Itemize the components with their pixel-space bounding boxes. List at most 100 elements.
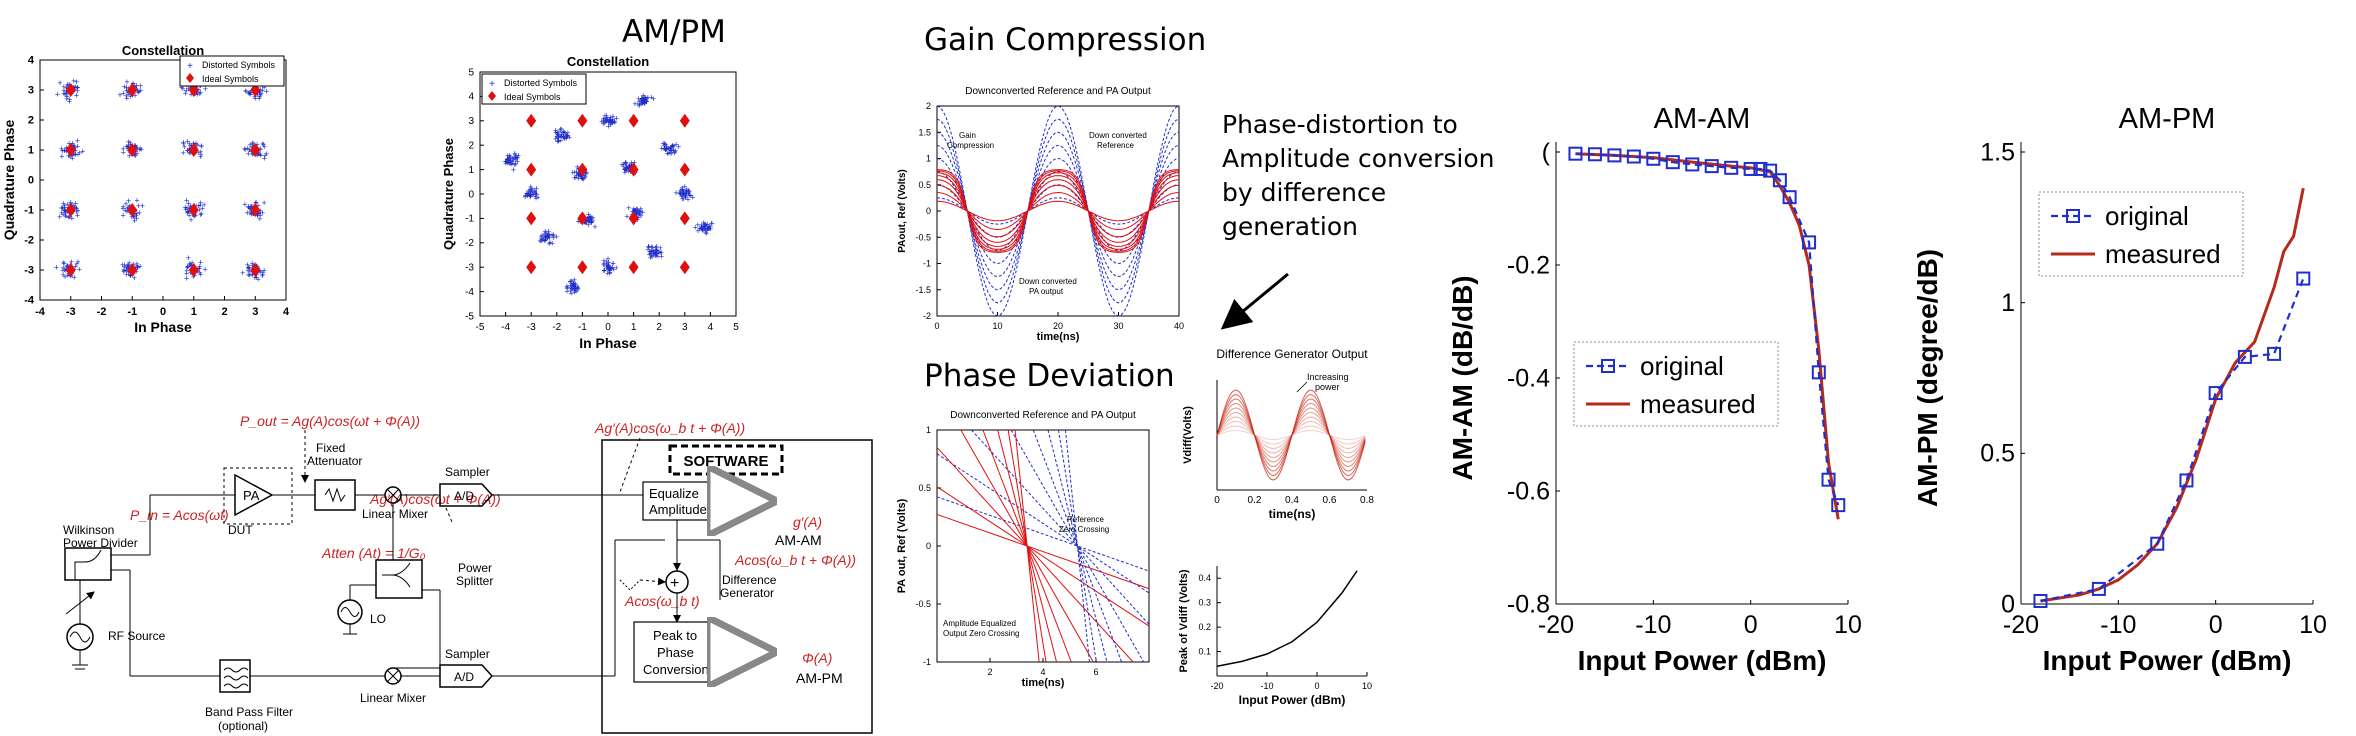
distorted-symbol: + bbox=[685, 194, 690, 204]
distorted-symbol: + bbox=[571, 278, 576, 288]
y-tick-label: 0 bbox=[468, 189, 474, 200]
distorted-symbol: + bbox=[71, 149, 76, 159]
distorted-symbol: + bbox=[73, 150, 78, 160]
distorted-symbol: + bbox=[63, 212, 68, 222]
distorted-symbol: + bbox=[601, 266, 606, 276]
distorted-symbol: + bbox=[605, 260, 610, 270]
distorted-symbol: + bbox=[604, 263, 609, 273]
original-marker bbox=[1646, 151, 1661, 166]
distorted-symbol: + bbox=[670, 141, 675, 151]
distorted-symbol: + bbox=[505, 151, 510, 161]
distorted-symbol: + bbox=[681, 187, 686, 197]
ideal-symbol bbox=[188, 263, 199, 277]
distorted-symbol: + bbox=[654, 249, 659, 259]
x-tick-label: 3 bbox=[682, 322, 688, 333]
distorted-symbol: + bbox=[133, 142, 138, 152]
ideal-symbol bbox=[526, 260, 537, 275]
distorted-symbol: + bbox=[681, 189, 686, 199]
distorted-symbol: + bbox=[70, 154, 75, 164]
distorted-symbol: + bbox=[625, 163, 630, 173]
distorted-symbol: + bbox=[534, 183, 539, 193]
distorted-symbol: + bbox=[529, 184, 534, 194]
distorted-symbol: + bbox=[196, 148, 201, 158]
distorted-symbol: + bbox=[503, 157, 508, 167]
distorted-symbol: + bbox=[684, 185, 689, 195]
distorted-symbol: + bbox=[678, 188, 683, 198]
distorted-symbol: + bbox=[607, 268, 612, 278]
sampler-top-label: Sampler bbox=[445, 465, 490, 479]
distorted-symbol: + bbox=[185, 146, 190, 156]
distorted-symbol: + bbox=[134, 211, 139, 221]
distorted-symbol: + bbox=[654, 248, 659, 258]
distorted-symbol: + bbox=[126, 196, 131, 206]
original-marker bbox=[2091, 581, 2106, 596]
distorted-symbol: + bbox=[256, 149, 261, 159]
distorted-symbol: + bbox=[665, 149, 670, 159]
distorted-symbol: + bbox=[668, 143, 673, 153]
distorted-symbol: + bbox=[253, 198, 258, 208]
distorted-symbol: + bbox=[568, 283, 573, 293]
distorted-symbol: + bbox=[525, 189, 530, 199]
distorted-symbol: + bbox=[646, 241, 651, 251]
distorted-symbol: + bbox=[258, 90, 263, 100]
distorted-symbol: + bbox=[532, 186, 537, 196]
distorted-symbol: + bbox=[547, 237, 552, 247]
distorted-symbol: + bbox=[123, 199, 128, 209]
distorted-symbol: + bbox=[67, 95, 72, 105]
distorted-symbol: + bbox=[194, 88, 199, 98]
diffgen-label-2: Generator bbox=[720, 586, 774, 600]
distorted-symbol: + bbox=[561, 132, 566, 142]
x-tick-label: -4 bbox=[501, 322, 510, 333]
distorted-symbol: + bbox=[202, 264, 207, 274]
distorted-symbol: + bbox=[199, 209, 204, 219]
x-tick-label: 10 bbox=[1362, 681, 1372, 691]
original-marker bbox=[1763, 163, 1778, 178]
distorted-symbol: + bbox=[636, 206, 641, 216]
distorted-symbol: + bbox=[576, 169, 581, 179]
distorted-symbol: + bbox=[569, 279, 574, 289]
distorted-symbol: + bbox=[183, 89, 188, 99]
distorted-symbol: + bbox=[654, 241, 659, 251]
distorted-symbol: + bbox=[197, 261, 202, 271]
distorted-symbol: + bbox=[260, 271, 265, 281]
ideal-symbol bbox=[250, 203, 261, 217]
distorted-symbol: + bbox=[185, 208, 190, 218]
distorted-symbol: + bbox=[249, 202, 254, 212]
distorted-symbol: + bbox=[71, 201, 76, 211]
distorted-symbol: + bbox=[610, 259, 615, 269]
distorted-symbol: + bbox=[576, 284, 581, 294]
distorted-symbol: + bbox=[606, 264, 611, 274]
distorted-symbol: + bbox=[131, 149, 136, 159]
distorted-symbol: + bbox=[624, 211, 629, 221]
distorted-symbol: + bbox=[644, 96, 649, 106]
distorted-symbol: + bbox=[70, 139, 75, 149]
distorted-symbol: + bbox=[254, 139, 259, 149]
distorted-symbol: + bbox=[632, 158, 637, 168]
distorted-symbol: + bbox=[138, 85, 143, 95]
distorted-symbol: + bbox=[636, 212, 641, 222]
distorted-symbol: + bbox=[610, 116, 615, 126]
distorted-symbol: + bbox=[623, 165, 628, 175]
distorted-symbol: + bbox=[653, 249, 658, 259]
distorted-symbol: + bbox=[59, 208, 64, 218]
distorted-symbol: + bbox=[627, 160, 632, 170]
distorted-symbol: + bbox=[602, 266, 607, 276]
legend-entry: Distorted Symbols bbox=[504, 78, 578, 88]
distorted-symbol: + bbox=[635, 205, 640, 215]
ideal-symbol bbox=[188, 143, 199, 157]
distorted-symbol: + bbox=[610, 112, 615, 122]
distorted-symbol: + bbox=[540, 230, 545, 240]
distorted-symbol: + bbox=[69, 257, 74, 267]
distorted-symbol: + bbox=[604, 111, 609, 121]
ideal-symbol bbox=[628, 162, 639, 177]
distorted-symbol: + bbox=[586, 213, 591, 223]
distorted-symbol: + bbox=[627, 162, 632, 172]
distorted-symbol: + bbox=[258, 85, 263, 95]
distorted-symbol: + bbox=[258, 267, 263, 277]
legend-entry: Ideal Symbols bbox=[504, 92, 561, 102]
original-marker bbox=[1587, 147, 1602, 162]
distorted-symbol: + bbox=[700, 223, 705, 233]
distorted-symbol: + bbox=[550, 231, 555, 241]
distorted-symbol: + bbox=[188, 215, 193, 225]
y-tick-label: 3 bbox=[468, 116, 474, 127]
